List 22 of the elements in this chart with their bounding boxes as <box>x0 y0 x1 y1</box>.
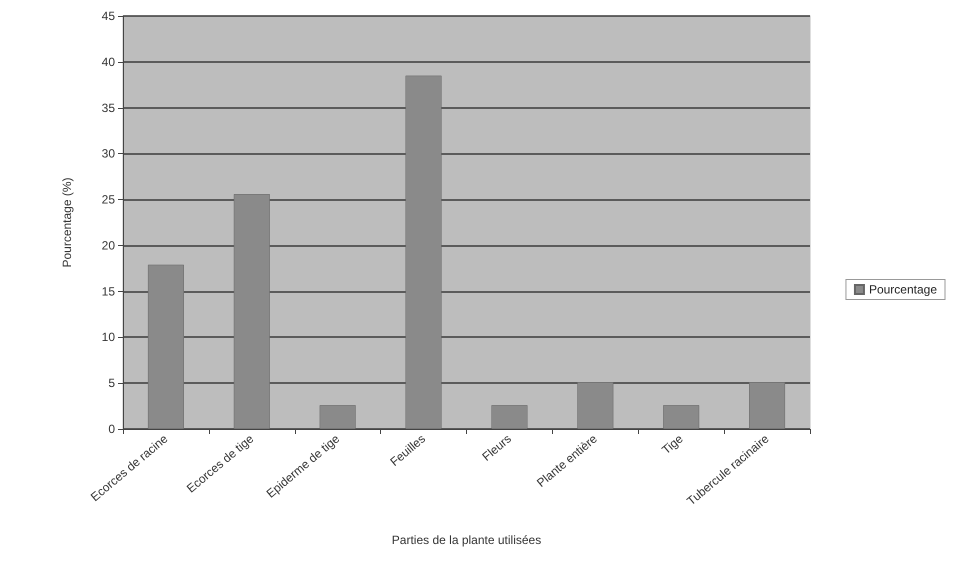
bar <box>148 264 184 429</box>
x-tick-label: Tige <box>659 431 686 458</box>
y-tick-label: 10 <box>102 330 116 344</box>
legend-label: Pourcentage <box>868 282 938 296</box>
bar <box>663 405 700 429</box>
y-tick-label: 20 <box>102 238 116 252</box>
bar <box>491 405 528 429</box>
y-tick-label: 5 <box>108 376 116 390</box>
bar <box>749 382 786 429</box>
bar <box>320 405 356 429</box>
x-axis-title: Parties de la plante utilisées <box>392 533 542 547</box>
y-tick-label: 25 <box>102 192 116 207</box>
y-tick-label: 40 <box>102 54 116 69</box>
y-tick-label: 35 <box>102 100 116 115</box>
y-tick-label: 45 <box>102 9 116 23</box>
y-tick-label: 15 <box>102 284 116 298</box>
y-tick-label: 30 <box>102 146 116 161</box>
bar <box>577 382 614 429</box>
y-axis-title: Pourcentage (%) <box>60 177 74 268</box>
bar <box>234 194 270 429</box>
bar <box>406 76 442 429</box>
y-tick-label: 0 <box>108 422 116 436</box>
